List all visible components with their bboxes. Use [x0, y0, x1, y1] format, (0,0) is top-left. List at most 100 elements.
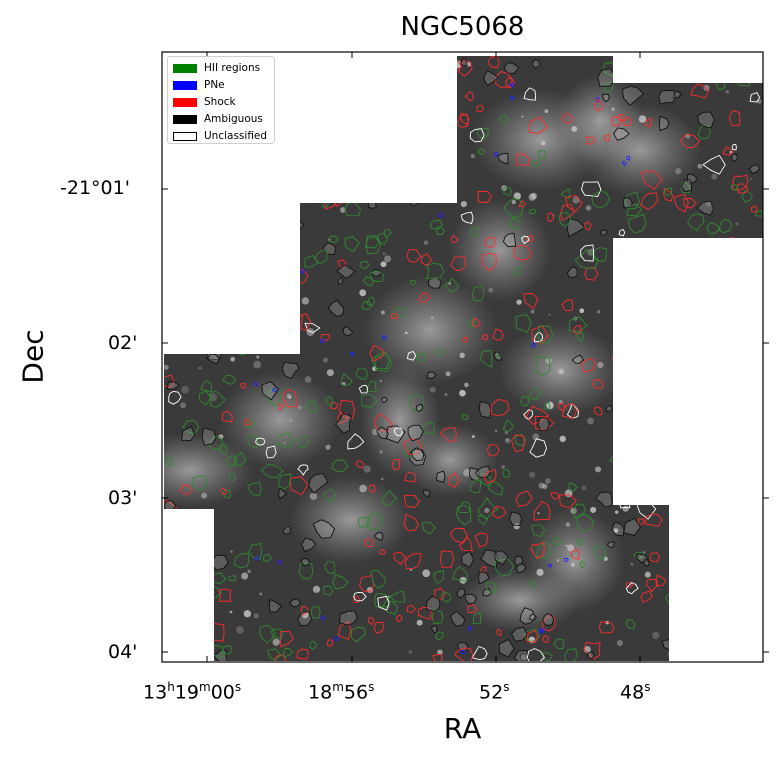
point-source [264, 180, 273, 189]
ambiguous-region-contour [622, 291, 634, 305]
ambiguous-region-contour [456, 588, 466, 599]
hii-region-contour [470, 226, 479, 238]
shock-region-contour [364, 537, 375, 547]
shock-region-contour [277, 403, 285, 411]
hii-region-contour [355, 367, 368, 381]
point-source [325, 444, 331, 450]
pne-marker [493, 151, 499, 157]
ambiguous-region-contour [411, 447, 425, 462]
point-source [572, 196, 580, 204]
shock-region-contour [611, 115, 623, 126]
shock-region-contour [198, 245, 206, 254]
shock-region-contour [594, 98, 604, 111]
ambiguous-region-contour [423, 56, 440, 68]
ambiguous-region-contour [334, 412, 352, 434]
pne-marker [381, 335, 387, 341]
pne-marker [509, 82, 515, 88]
ambiguous-region-contour [594, 491, 613, 508]
ambiguous-region-contour [510, 626, 528, 642]
shock-region-contour [165, 177, 184, 194]
y-tick-label: -21°01' [60, 177, 130, 199]
point-source [735, 222, 739, 226]
hii-region-contour [191, 475, 208, 491]
shock-region-contour [447, 472, 460, 488]
shock-region-contour [637, 518, 645, 525]
point-source [220, 195, 227, 202]
point-source [287, 125, 292, 130]
ambiguous-region-contour [193, 529, 212, 544]
hii-region-contour [725, 524, 733, 531]
ambiguous-region-contour [301, 537, 317, 553]
shock-region-contour [417, 606, 432, 620]
ambiguous-region-contour [219, 337, 232, 351]
shock-region-contour [728, 279, 742, 293]
pne-marker [460, 649, 466, 655]
shock-region-contour [735, 550, 754, 567]
shock-region-contour [464, 91, 474, 102]
point-source [185, 322, 192, 329]
point-source [682, 393, 691, 401]
shock-region-contour [337, 259, 348, 269]
ambiguous-region-contour [373, 531, 384, 542]
unclassified-region-contour [625, 581, 639, 595]
ambiguous-region-contour [474, 466, 491, 479]
shock-region-contour [186, 184, 202, 198]
hii-region-contour [226, 455, 238, 467]
shock-region-contour [393, 551, 407, 565]
point-source [429, 386, 436, 393]
shock-region-contour [220, 488, 228, 495]
point-source [283, 441, 287, 445]
point-source [707, 487, 715, 496]
shock-region-contour [560, 204, 575, 222]
ambiguous-region-contour [278, 487, 288, 500]
ambiguous-region-contour [643, 559, 650, 567]
point-source [678, 437, 684, 444]
ambiguous-region-contour [281, 361, 300, 380]
hii-region-contour [366, 512, 384, 531]
ambiguous-region-contour [461, 550, 475, 569]
ambiguous-region-contour [421, 56, 431, 64]
shock-region-contour [369, 344, 385, 362]
hii-region-contour [603, 62, 617, 77]
ambiguous-region-contour [201, 427, 217, 446]
hii-region-contour [754, 210, 763, 217]
point-source [699, 625, 705, 631]
shock-region-contour [201, 175, 211, 188]
ambiguous-region-contour [623, 517, 641, 537]
hii-region-contour [591, 191, 611, 209]
shock-region-contour [477, 190, 493, 203]
hii-region-contour [383, 229, 392, 238]
point-source [401, 130, 405, 134]
x-tick-label: 18m56s [308, 680, 375, 704]
unclassified-region-contour [410, 185, 427, 203]
hii-region-contour [203, 652, 213, 661]
shock-region-contour [367, 617, 375, 626]
ambiguous-region-contour [597, 68, 617, 87]
shock-region-contour [439, 427, 457, 443]
ambiguous-region-contour [206, 353, 220, 365]
shock-region-contour [639, 448, 654, 465]
hii-region-contour [204, 272, 214, 280]
x-axis-label: RA [443, 712, 482, 745]
point-source [630, 563, 634, 566]
shock-region-contour [320, 333, 331, 342]
ambiguous-region-contour [206, 183, 215, 193]
hii-region-contour [228, 314, 246, 329]
shock-region-contour [350, 124, 364, 139]
point-source [685, 443, 691, 448]
ambiguous-region-contour [192, 267, 208, 282]
shock-region-contour [337, 621, 352, 641]
shock-region-contour [516, 153, 531, 166]
point-source [451, 192, 454, 195]
unclassified-region-contour [623, 65, 638, 79]
pne-marker [621, 161, 627, 167]
point-source [494, 429, 498, 433]
hii-region-contour [393, 306, 408, 318]
hii-region-contour [179, 197, 195, 213]
ambiguous-region-contour [697, 111, 715, 129]
point-source [218, 434, 224, 440]
ambiguous-region-contour [685, 490, 696, 502]
shock-region-contour [379, 549, 386, 555]
ambiguous-region-contour [338, 610, 358, 626]
